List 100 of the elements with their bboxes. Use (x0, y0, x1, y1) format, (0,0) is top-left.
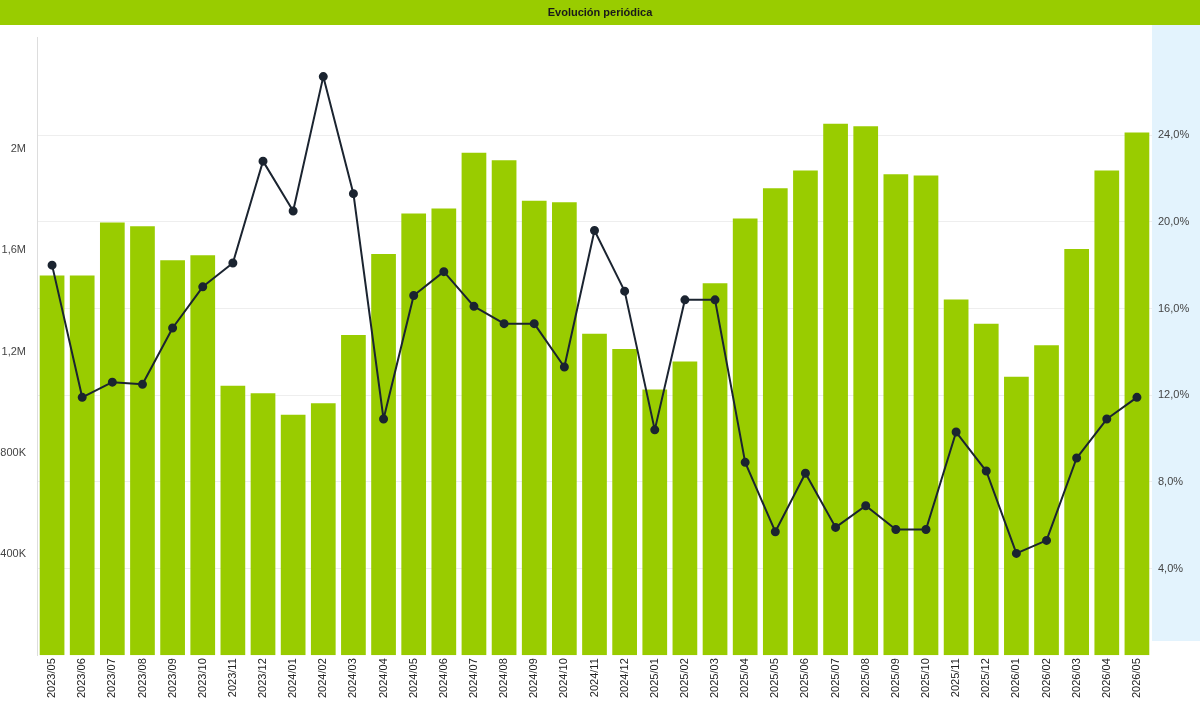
point (288, 206, 298, 216)
x-tick-label: 2023/05 (45, 658, 58, 698)
y-tick-label: 800K (0, 445, 27, 458)
point (981, 466, 991, 476)
point (379, 414, 389, 424)
x-tick-label: 2025/12 (979, 658, 992, 698)
x-tick-label: 2025/10 (919, 658, 932, 698)
point (710, 295, 720, 305)
x-tick-label: 2025/11 (949, 658, 962, 698)
x-tick-label: 2026/01 (1009, 658, 1022, 698)
y2-tick-label: 12,0% (1158, 388, 1190, 401)
x-tick-label: 2026/04 (1099, 658, 1112, 698)
x-tick-label: 2025/09 (888, 658, 901, 698)
bar (973, 323, 999, 656)
bar (461, 152, 487, 656)
point (1072, 453, 1082, 463)
bar (552, 202, 577, 656)
x-tick-label: 2025/04 (738, 658, 751, 698)
bar (491, 160, 517, 656)
bar (612, 348, 637, 656)
y-tick-label: 400K (0, 547, 27, 560)
point (77, 392, 87, 402)
x-tick-label: 2024/01 (286, 658, 299, 698)
bar (250, 393, 276, 656)
point (47, 260, 57, 270)
bar (702, 283, 728, 656)
point (409, 290, 419, 300)
bar (130, 226, 155, 656)
bar (99, 222, 125, 656)
point (831, 522, 841, 532)
bar (341, 335, 366, 656)
x-tick-label: 2025/01 (647, 658, 660, 698)
bar (823, 123, 848, 656)
x-tick-label: 2026/03 (1069, 658, 1082, 698)
bar (582, 333, 607, 656)
x-tick-label: 2026/05 (1129, 658, 1142, 698)
point (951, 427, 961, 437)
bar (401, 213, 427, 656)
x-tick-label: 2025/08 (858, 658, 871, 698)
bar (160, 260, 185, 656)
point (1132, 392, 1142, 402)
bar (310, 403, 336, 656)
point (439, 267, 449, 277)
bar (793, 170, 818, 656)
bar (732, 218, 758, 656)
point (559, 362, 569, 372)
x-tick-label: 2025/02 (677, 658, 690, 698)
y-tick-label: 1,2M (1, 344, 26, 357)
bar (280, 414, 306, 656)
x-tick-label: 2023/11 (225, 658, 238, 698)
point (891, 525, 901, 535)
point (137, 379, 147, 389)
x-tick-label: 2024/11 (587, 658, 600, 698)
bar (190, 255, 216, 656)
bar (1094, 170, 1120, 656)
point (198, 282, 208, 292)
bar (1034, 345, 1059, 656)
point (590, 225, 599, 235)
bar (1064, 248, 1090, 656)
x-tick-label: 2024/08 (497, 658, 510, 698)
point (529, 319, 539, 329)
y2-tick-label: 16,0% (1158, 301, 1190, 314)
bar (642, 389, 668, 656)
x-tick-label: 2025/06 (798, 658, 811, 698)
point (620, 286, 630, 296)
x-tick-label: 2023/10 (195, 658, 208, 698)
point (861, 501, 871, 511)
point (770, 527, 780, 537)
x-tick-label: 2023/06 (75, 658, 88, 698)
x-tick-label: 2023/09 (165, 658, 178, 698)
y2-tick-label: 4,0% (1158, 561, 1184, 574)
point (168, 323, 178, 333)
point (740, 457, 750, 467)
x-tick-label: 2026/02 (1039, 658, 1052, 698)
point (318, 72, 328, 82)
point (469, 301, 479, 311)
bar (672, 361, 698, 656)
point (107, 377, 117, 387)
y2-tick-label: 24,0% (1158, 128, 1190, 141)
point (1011, 548, 1021, 558)
y2-tick-label: 20,0% (1158, 214, 1190, 227)
bar (521, 200, 547, 656)
bar (853, 126, 879, 656)
bar (371, 254, 396, 656)
bar (762, 188, 788, 656)
x-tick-label: 2024/02 (316, 658, 329, 698)
x-tick-label: 2023/07 (105, 658, 118, 698)
x-tick-label: 2024/09 (527, 658, 540, 698)
y2-tick-label: 8,0% (1158, 474, 1184, 487)
point (680, 295, 690, 305)
chart-title: Evolución periódica (0, 0, 1200, 25)
bar (69, 275, 95, 656)
x-tick-label: 2025/03 (708, 658, 721, 698)
point (228, 258, 238, 268)
point (921, 525, 931, 535)
x-tick-label: 2023/12 (256, 658, 269, 698)
y-tick-label: 2M (10, 142, 26, 155)
x-tick-label: 2024/03 (346, 658, 359, 698)
bar (431, 208, 457, 656)
bar (220, 385, 246, 656)
